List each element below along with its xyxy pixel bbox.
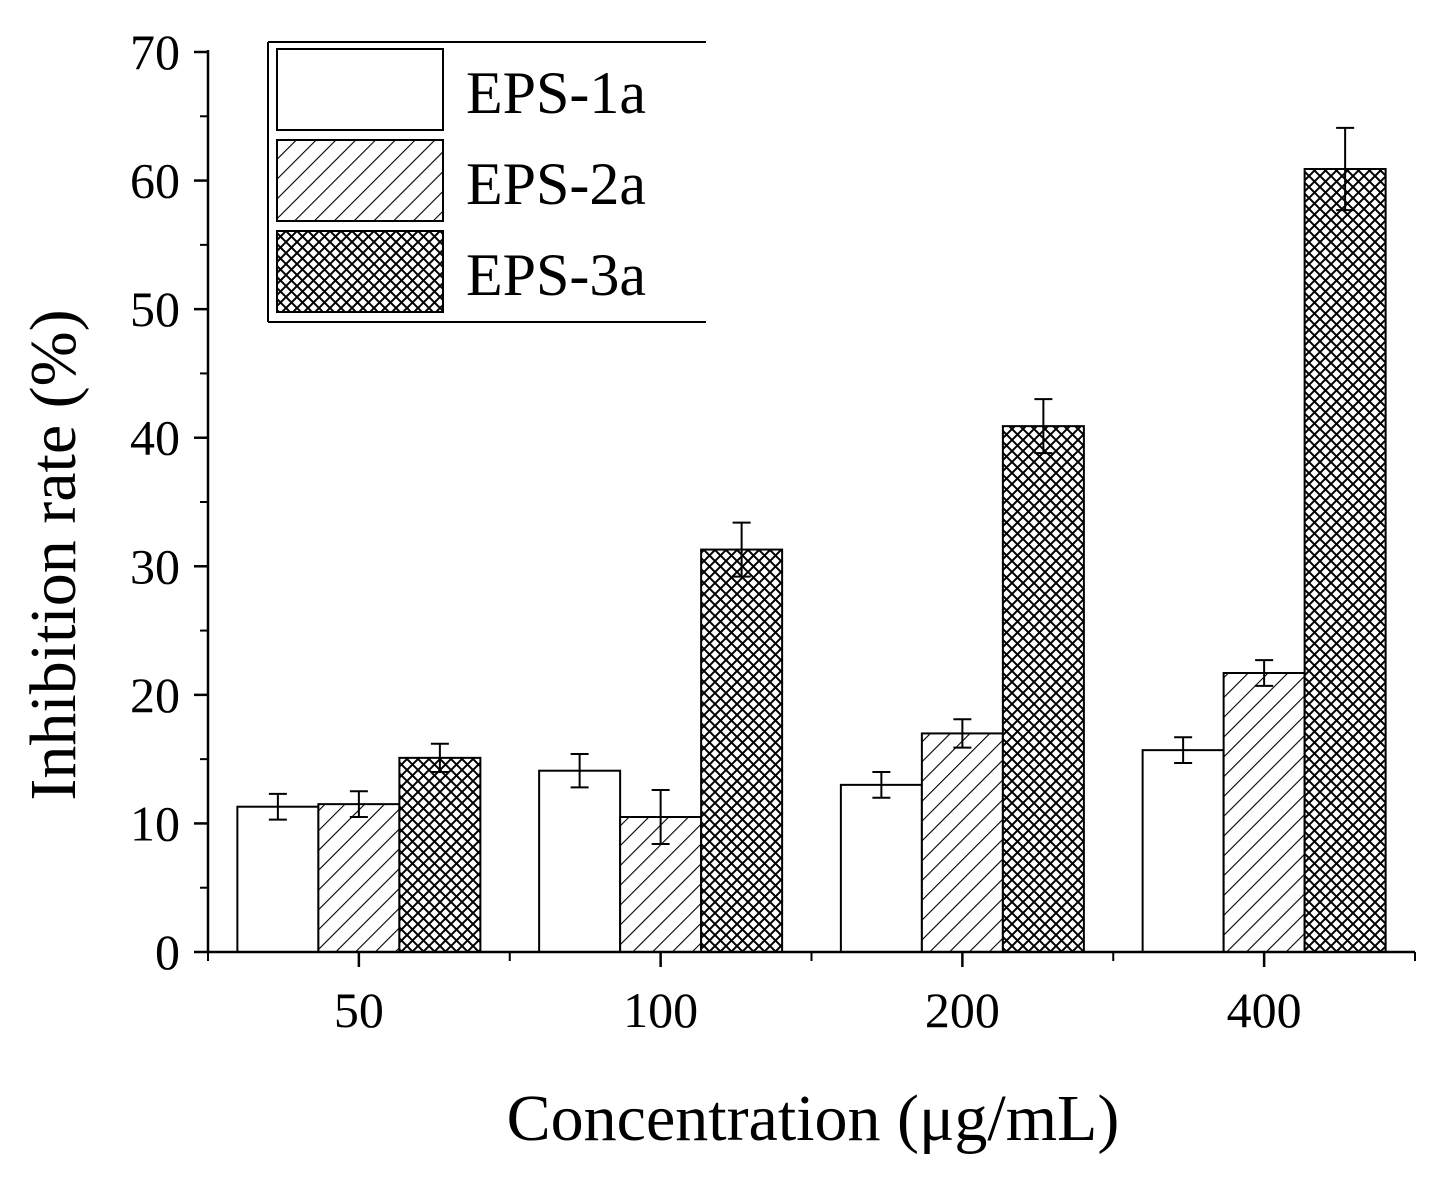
legend-label-eps-1a: EPS-1a: [466, 60, 646, 126]
y-tick-label: 70: [130, 24, 180, 80]
x-tick-label: 400: [1227, 982, 1302, 1038]
bar-eps-2a-50: [317, 803, 401, 954]
y-tick-label: 40: [130, 410, 180, 466]
y-ticks: 0 10 20 30 40 50 60 70: [130, 24, 208, 980]
legend-label-eps-3a: EPS-3a: [466, 242, 646, 308]
bar-eps-1a-400: [1141, 749, 1225, 954]
error-bar-eps-2a-50: [349, 790, 368, 818]
y-tick-label: 60: [130, 153, 180, 209]
y-tick-label: 50: [130, 281, 180, 337]
y-tick-label: 10: [130, 795, 180, 851]
error-bar-eps-1a-50: [268, 792, 287, 821]
bar-eps-3a-200: [1001, 425, 1085, 953]
error-bar-eps-1a-100: [570, 753, 589, 789]
bar-eps-1a-100: [538, 769, 622, 954]
x-axis-label: Concentration (μg/mL): [507, 1082, 1120, 1155]
error-bar-eps-3a-200: [1034, 398, 1053, 455]
bar-eps-3a-50: [398, 756, 482, 953]
x-tick-label: 50: [334, 982, 384, 1038]
legend-swatch-eps-3a: [276, 230, 444, 313]
error-bar-eps-3a-50: [430, 742, 449, 773]
legend-label-eps-2a: EPS-2a: [466, 151, 646, 217]
legend-items: EPS-1a EPS-2a EPS-3a: [276, 48, 646, 313]
legend-swatch-eps-1a: [276, 48, 444, 131]
bar-eps-2a-400: [1222, 672, 1306, 953]
bar-eps-1a-200: [839, 783, 923, 953]
y-axis-label: Inhibition rate (%): [17, 309, 90, 800]
x-tick-label: 100: [623, 982, 698, 1038]
bars-layer: [236, 168, 1387, 954]
error-bar-eps-1a-400: [1174, 736, 1193, 764]
error-bar-eps-3a-100: [732, 521, 751, 578]
y-tick-label: 30: [130, 538, 180, 594]
error-bar-eps-2a-400: [1255, 659, 1274, 687]
legend: EPS-1a EPS-2a EPS-3a: [267, 41, 706, 323]
bar-eps-1a-50: [236, 805, 320, 954]
error-bar-eps-1a-200: [872, 771, 891, 799]
y-tick-label: 20: [130, 667, 180, 723]
bar-eps-2a-200: [920, 732, 1004, 954]
legend-swatch-eps-2a: [276, 139, 444, 222]
error-bar-eps-2a-100: [651, 789, 670, 845]
y-tick-label: 0: [155, 924, 180, 980]
x-tick-label: 200: [925, 982, 1000, 1038]
error-bars-layer: [268, 126, 1355, 845]
error-bar-eps-3a-400: [1336, 126, 1355, 212]
bar-eps-3a-100: [700, 548, 784, 953]
error-bar-eps-2a-200: [953, 718, 972, 749]
bar-eps-3a-400: [1303, 168, 1387, 953]
x-ticks: 50 100 200 400: [207, 952, 1416, 1038]
